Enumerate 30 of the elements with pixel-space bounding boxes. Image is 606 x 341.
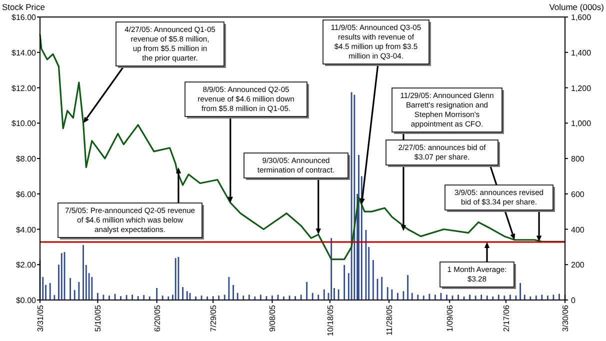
x-tick-label: 7/29/05 (209, 304, 218, 332)
x-tick-label: 3/31/05 (36, 304, 45, 332)
y2-tick-label: 400 (571, 225, 585, 234)
y-tick-label: $0.00 (16, 296, 37, 305)
x-tick-label: 6/20/05 (152, 304, 162, 332)
y-tick-label: $10.00 (12, 119, 37, 128)
x-tick-label: 3/30/06 (561, 304, 570, 332)
y2-tick-label: 200 (571, 260, 585, 270)
y-tick-label: $14.00 (12, 48, 37, 58)
y2-tick-label: 800 (571, 154, 585, 164)
x-tick-label: 5/10/05 (94, 304, 103, 332)
y2-tick-label: 1,600 (571, 13, 592, 22)
y-tick-label: $2.00 (16, 260, 37, 270)
y-tick-label: $12.00 (12, 84, 37, 93)
y2-tick-label: 0 (571, 296, 576, 305)
x-tick-label: 10/18/05 (326, 304, 335, 336)
y-tick-label: $16.00 (12, 13, 37, 22)
y-tick-label: $6.00 (16, 190, 37, 199)
y2-tick-label: 1,400 (571, 48, 592, 58)
x-tick-label: 2/17/06 (502, 304, 511, 332)
x-tick-label: 9/08/05 (268, 304, 278, 332)
x-tick-label: 1/09/06 (446, 304, 455, 332)
y2-tick-label: 600 (571, 190, 585, 199)
x-tick-label: 11/28/05 (385, 304, 394, 336)
y2-tick-label: 1,000 (571, 119, 592, 128)
y-tick-label: $4.00 (16, 225, 37, 234)
y2-tick-label: 1,200 (571, 84, 592, 93)
y-axis-title: Stock Price (2, 2, 46, 12)
y-tick-label: $8.00 (16, 154, 37, 164)
y2-axis-title: Volume (000s) (549, 2, 604, 12)
